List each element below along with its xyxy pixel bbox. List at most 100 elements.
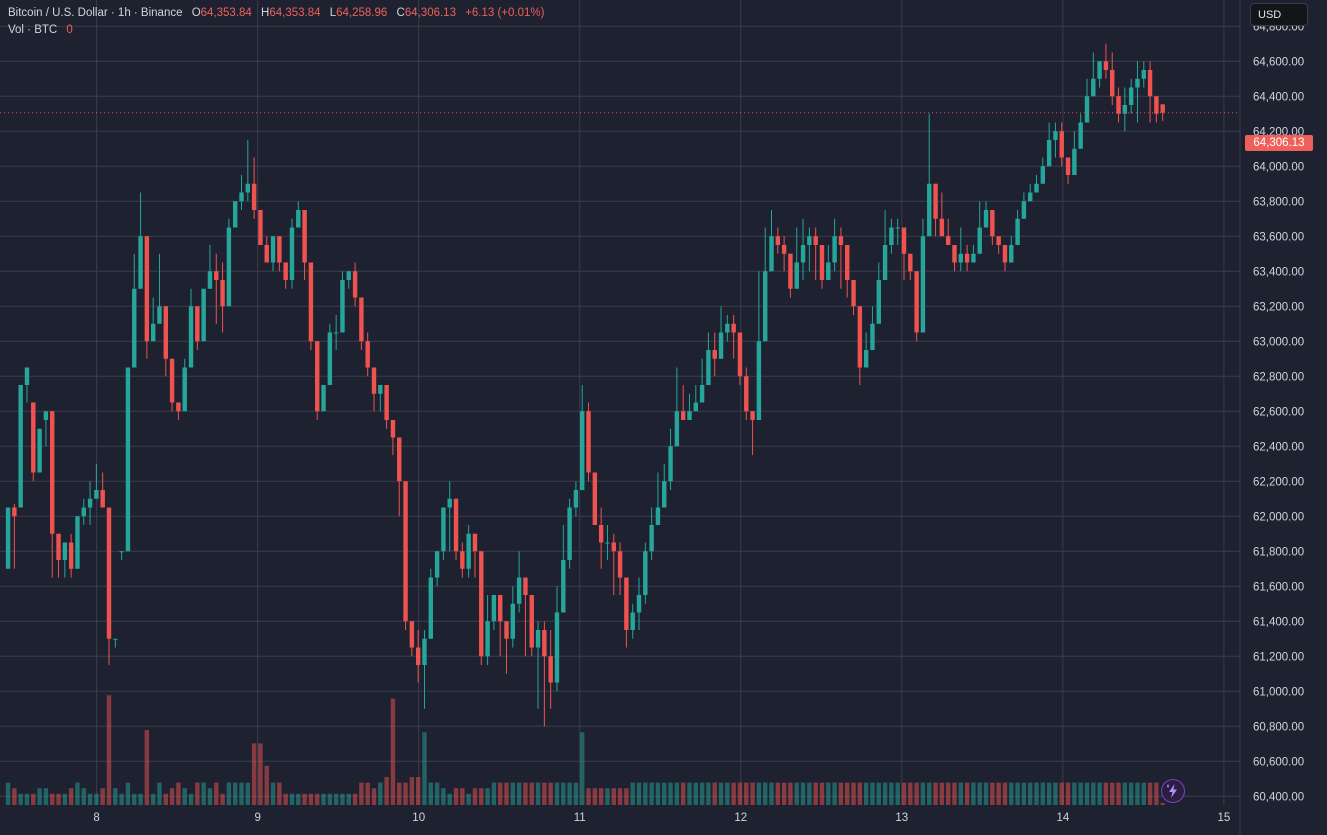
candle-body xyxy=(573,490,579,508)
low-value: 64,258.96 xyxy=(336,7,388,19)
volume-bar xyxy=(214,782,219,805)
time-tick-label: 12 xyxy=(734,812,747,824)
volume-bar xyxy=(920,782,926,805)
price-tick-label: 62,000.00 xyxy=(1253,511,1304,523)
candle-body xyxy=(1027,192,1033,202)
volume-bar xyxy=(535,782,541,805)
currency-button[interactable]: USD xyxy=(1250,3,1308,26)
price-tick-label: 62,400.00 xyxy=(1253,441,1304,453)
candle-body xyxy=(920,236,926,333)
candle-body xyxy=(251,183,257,210)
volume-bar xyxy=(125,782,131,805)
candle-body xyxy=(996,236,1001,245)
candle-body xyxy=(554,612,560,683)
volume-bar xyxy=(725,782,730,805)
candle-body xyxy=(580,411,585,490)
candle-body xyxy=(264,245,269,263)
candle-body xyxy=(384,385,389,420)
volume-bar xyxy=(18,793,23,805)
volume-bar xyxy=(523,782,528,805)
candle-body xyxy=(182,367,187,412)
candle-body xyxy=(794,262,799,289)
candle-body xyxy=(258,210,263,245)
candle-body xyxy=(144,236,150,342)
price-tick-label: 60,600.00 xyxy=(1253,756,1304,768)
price-tick-label: 64,000.00 xyxy=(1253,161,1304,173)
volume-bar xyxy=(964,782,970,805)
candle-body xyxy=(1116,96,1121,114)
volume-label[interactable]: Vol · BTC xyxy=(8,24,58,36)
volume-bar xyxy=(270,782,276,805)
volume-bar xyxy=(327,793,333,805)
symbol-title[interactable]: Bitcoin / U.S. Dollar · 1h · Binance xyxy=(8,7,183,19)
volume-bar xyxy=(592,788,598,805)
price-tick-label: 62,200.00 xyxy=(1253,476,1304,488)
time-axis[interactable]: 8 9 10 11 12 13 14 15 xyxy=(93,812,1230,824)
volume-bar xyxy=(188,793,194,805)
candle-body xyxy=(762,271,768,342)
candle-body xyxy=(598,525,604,543)
volume-bar xyxy=(441,788,446,805)
volume-bar xyxy=(573,782,579,805)
candle-body xyxy=(321,385,326,412)
volume-bar xyxy=(365,782,370,805)
candle-body xyxy=(712,350,717,359)
volume-bar xyxy=(239,782,244,805)
volume-bar xyxy=(333,793,339,805)
volume-bar xyxy=(390,698,396,805)
candle-body xyxy=(800,245,806,263)
volume-bar xyxy=(24,793,30,805)
volume-bar xyxy=(996,782,1001,805)
volume-bar xyxy=(762,782,768,805)
volume-bar xyxy=(302,793,307,805)
volume-bar xyxy=(712,782,717,805)
volume-bar xyxy=(908,782,913,805)
volume-bar xyxy=(1103,782,1109,805)
candle-body xyxy=(908,253,913,272)
candle-body xyxy=(113,638,118,640)
volume-bar xyxy=(232,782,238,805)
candle-body xyxy=(990,210,995,237)
volume-bar xyxy=(643,782,648,805)
candle-body xyxy=(964,253,970,263)
candle-body xyxy=(592,472,598,525)
time-tick-label: 14 xyxy=(1056,812,1069,824)
volume-bar xyxy=(371,788,377,805)
candle-body xyxy=(744,376,749,412)
volume-bar xyxy=(927,782,932,805)
candle-body xyxy=(832,236,837,263)
candle-body xyxy=(333,332,339,334)
volume-bar xyxy=(554,782,560,805)
candle-body xyxy=(87,498,93,508)
candle-body xyxy=(725,323,730,333)
volume-bar xyxy=(220,793,225,805)
candle-body xyxy=(24,367,30,385)
candle-body xyxy=(889,227,894,245)
candle-body xyxy=(163,306,168,359)
candle-body xyxy=(1059,131,1064,158)
volume-bar xyxy=(832,782,837,805)
volume-bar xyxy=(277,782,282,805)
volume-bar xyxy=(1034,782,1039,805)
candle-body xyxy=(1021,201,1027,219)
price-tick-label: 61,800.00 xyxy=(1253,546,1304,558)
lightning-bolt-icon[interactable] xyxy=(1161,779,1185,803)
candle-body xyxy=(939,218,945,237)
volume-bar xyxy=(106,695,112,805)
candle-body xyxy=(201,288,206,342)
volume-bar xyxy=(990,782,995,805)
volume-bar xyxy=(800,782,806,805)
volume-bar xyxy=(169,788,175,805)
volume-bar xyxy=(971,782,976,805)
volume-bar xyxy=(655,782,661,805)
volume-bar xyxy=(422,732,427,805)
candle-body xyxy=(775,236,781,245)
candle-body xyxy=(699,385,705,403)
open-value: 64,353.84 xyxy=(200,7,252,19)
candle-body xyxy=(945,236,951,245)
volume-bar xyxy=(466,793,471,805)
volume-bar xyxy=(857,782,863,805)
candle-body xyxy=(819,245,825,280)
candle-body xyxy=(340,280,345,333)
